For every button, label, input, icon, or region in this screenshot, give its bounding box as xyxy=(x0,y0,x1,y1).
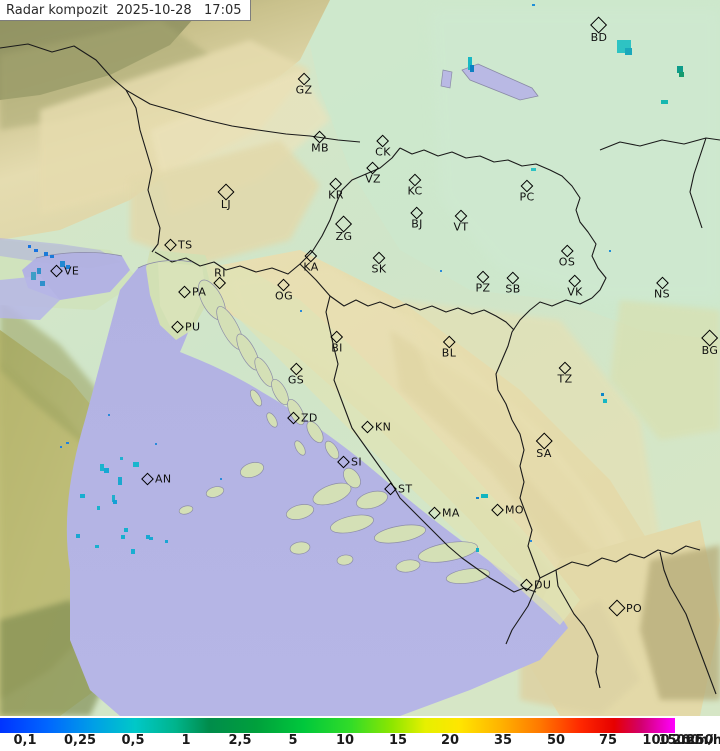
radar-echo-cell xyxy=(155,443,157,445)
legend-tick-4: 2,5 xyxy=(228,733,252,748)
radar-echo-cell xyxy=(131,549,135,554)
radar-echo-cell xyxy=(28,245,31,248)
legend-tick-13: 150 xyxy=(658,733,686,748)
radar-echo-cell xyxy=(97,506,100,510)
radar-echo-cell xyxy=(31,272,36,280)
terrain-base-layer xyxy=(0,0,720,716)
radar-echo-cell xyxy=(625,48,632,55)
radar-echo-cell xyxy=(470,65,474,72)
radar-echo-cell xyxy=(300,310,302,312)
radar-echo-cell xyxy=(34,249,38,252)
radar-echo-cell xyxy=(118,477,122,485)
legend-tick-7: 15 xyxy=(388,733,408,748)
radar-echo-cell xyxy=(40,281,45,286)
radar-echo-cell xyxy=(476,548,479,552)
radar-echo-cell xyxy=(76,534,80,538)
legend-tick-3: 1 xyxy=(181,733,191,748)
radar-echo-cell xyxy=(124,528,128,532)
radar-echo-cell xyxy=(468,57,472,70)
radar-echo-cell xyxy=(530,540,532,542)
radar-echo-cell xyxy=(677,66,683,73)
radar-echo-cell xyxy=(601,393,604,396)
radar-echo-cell xyxy=(60,261,65,267)
radar-echo-cell xyxy=(440,270,442,272)
radar-echo-cell xyxy=(95,545,99,548)
title-text: Radar kompozit 2025-10-28 17:05 xyxy=(6,2,242,18)
radar-echo-cell xyxy=(603,399,607,403)
radar-echo-cell xyxy=(60,446,62,448)
legend-tick-15: 250 xyxy=(686,733,714,748)
radar-echo-cell xyxy=(66,442,69,444)
radar-echo-cell xyxy=(104,468,109,473)
radar-echo-cell xyxy=(679,72,684,77)
radar-echo-cell xyxy=(120,457,123,460)
legend-unit-label: mm/h xyxy=(681,733,720,748)
radar-echo-cell xyxy=(112,495,115,502)
legend-tick-12: 100 xyxy=(642,733,670,748)
precipitation-colorbar xyxy=(0,718,675,733)
radar-echo-cell xyxy=(609,250,611,252)
radar-echo-cell xyxy=(121,535,125,539)
radar-echo-cell xyxy=(100,464,104,471)
radar-echo-cell xyxy=(50,255,54,258)
radar-echo-cell xyxy=(476,497,479,499)
radar-echo-cell xyxy=(37,268,41,274)
radar-echo-cell xyxy=(146,535,150,539)
legend-bar: 0,1 0,25 0,5 1 2,5 5 10 15 20 35 50 75 100 150 200 250 m… xyxy=(0,716,720,751)
radar-echo-cell xyxy=(149,537,153,540)
legend-tick-10: 50 xyxy=(546,733,566,748)
radar-echo-cell xyxy=(661,100,668,104)
legend-tick-6: 10 xyxy=(335,733,355,748)
radar-echo-cell xyxy=(220,478,222,480)
title-bar: Radar kompozit 2025-10-28 17:05 xyxy=(0,0,251,21)
radar-echo-cell xyxy=(66,265,70,269)
legend-tick-9: 35 xyxy=(493,733,513,748)
legend-tick-0: 0,1 xyxy=(13,733,37,748)
radar-echo-cell xyxy=(531,168,536,171)
legend-tick-11: 75 xyxy=(598,733,618,748)
radar-echo-cell xyxy=(113,500,117,504)
legend-tick-2: 0,5 xyxy=(121,733,145,748)
radar-echo-cell xyxy=(481,494,488,498)
radar-echo-cell xyxy=(80,494,85,498)
legend-tick-5: 5 xyxy=(288,733,298,748)
legend-tick-8: 20 xyxy=(440,733,460,748)
radar-echo-cell xyxy=(108,414,110,416)
legend-tick-1: 0,25 xyxy=(63,733,97,748)
radar-echo-cell xyxy=(44,252,48,256)
legend-tick-14: 200 xyxy=(672,733,700,748)
radar-map[interactable]: GZ MB CK BD LJ KR VZ KC PC ZG BJ VT TS RI KA SK OS VE PA OG… xyxy=(0,0,720,716)
radar-echo-cell xyxy=(532,4,535,6)
legend-tick-labels: 0,1 0,25 0,5 1 2,5 5 10 15 20 35 50 75 100 150 200 250 m… xyxy=(0,733,720,751)
radar-echo-cell xyxy=(133,462,139,467)
radar-echo-cell xyxy=(165,540,168,543)
